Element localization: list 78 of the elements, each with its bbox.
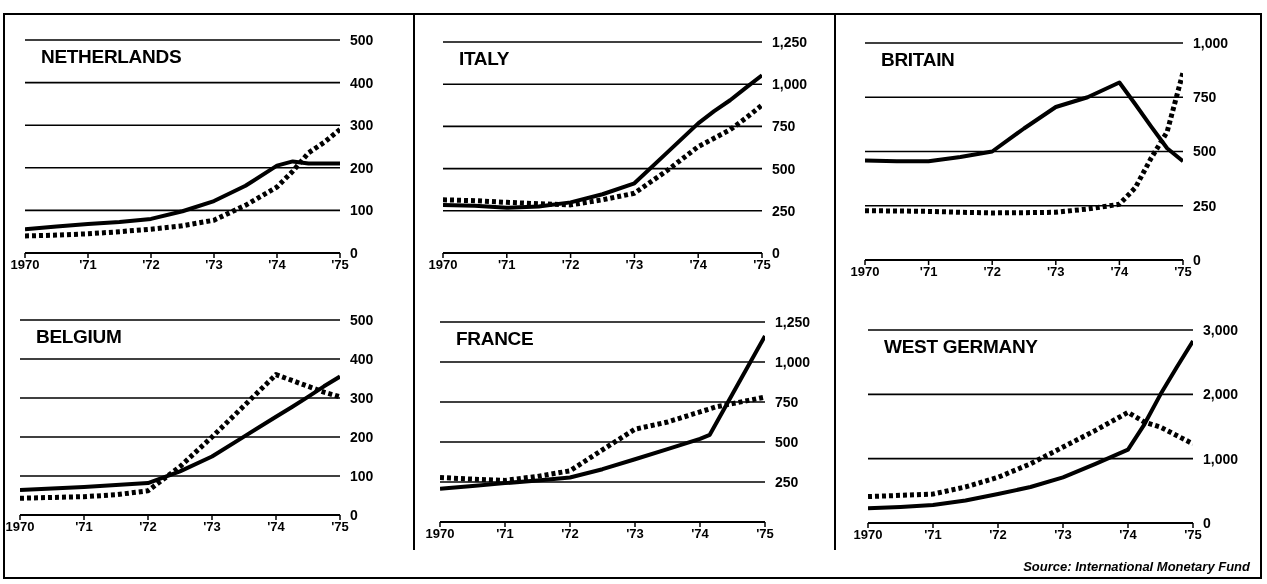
y-tick-label: 1,000 — [1193, 34, 1229, 51]
x-tick-label: '71 — [498, 257, 516, 273]
x-tick-label: '73 — [626, 526, 644, 542]
chart-title: BRITAIN — [881, 49, 955, 71]
y-tick-label: 250 — [1193, 197, 1217, 214]
y-tick-label: 500 — [1193, 143, 1217, 160]
source-note: Source: International Monetary Fund — [1023, 559, 1250, 574]
x-tick-label: '75 — [1174, 264, 1192, 280]
x-tick-label: '74 — [268, 257, 287, 273]
y-tick-label: 750 — [775, 393, 799, 410]
y-tick-label: 500 — [350, 311, 374, 328]
x-tick-label: '75 — [1184, 527, 1202, 543]
x-tick-label: '72 — [561, 526, 579, 542]
y-tick-label: 200 — [350, 428, 374, 445]
y-tick-label: 750 — [1193, 89, 1217, 106]
x-tick-label: '72 — [139, 519, 157, 535]
y-tick-label: 1,000 — [1203, 450, 1239, 467]
y-tick-label: 500 — [775, 433, 799, 450]
y-tick-label: 1,000 — [775, 353, 811, 370]
y-tick-label: 2,000 — [1203, 386, 1239, 403]
y-tick-label: 0 — [1203, 514, 1211, 531]
x-tick-label: '73 — [203, 519, 221, 535]
x-tick-label: '74 — [691, 526, 710, 542]
x-tick-label: '72 — [989, 527, 1007, 543]
x-tick-label: '74 — [1119, 527, 1138, 543]
x-tick-label: '71 — [79, 257, 97, 273]
line-series — [440, 333, 765, 491]
x-tick-label: '71 — [919, 264, 938, 280]
line-series — [443, 73, 762, 210]
x-tick-label: 1970 — [853, 527, 883, 543]
chart-title: NETHERLANDS — [41, 46, 182, 68]
y-tick-label: 400 — [350, 74, 374, 91]
y-tick-label: 0 — [1193, 251, 1201, 268]
chart-title: ITALY — [459, 48, 510, 70]
x-tick-label: '75 — [756, 526, 774, 542]
y-tick-label: 300 — [350, 389, 374, 406]
x-tick-label: '73 — [625, 257, 644, 273]
y-tick-label: 0 — [772, 244, 780, 261]
y-tick-label: 500 — [350, 31, 374, 48]
y-tick-label: 100 — [350, 467, 374, 484]
chart-title: BELGIUM — [36, 326, 122, 348]
y-tick-label: 0 — [350, 244, 358, 261]
x-tick-label: '72 — [983, 264, 1001, 280]
y-tick-label: 0 — [350, 506, 358, 523]
chart-title: WEST GERMANY — [884, 336, 1038, 358]
x-tick-label: '72 — [142, 257, 160, 273]
x-tick-label: '71 — [496, 526, 514, 542]
x-tick-label: '75 — [331, 257, 349, 273]
y-tick-label: 250 — [772, 202, 796, 219]
x-tick-label: '73 — [1047, 264, 1065, 280]
y-tick-label: 500 — [772, 160, 796, 177]
x-tick-label: '73 — [205, 257, 223, 273]
y-tick-label: 1,000 — [772, 76, 808, 93]
x-tick-label: 1970 — [428, 257, 458, 273]
y-tick-label: 400 — [350, 350, 374, 367]
x-tick-label: '74 — [1110, 264, 1129, 280]
x-tick-label: 1970 — [10, 257, 40, 273]
x-tick-label: '75 — [331, 519, 349, 535]
x-tick-label: '75 — [753, 257, 771, 273]
y-tick-label: 750 — [772, 118, 796, 135]
x-tick-label: 1970 — [850, 264, 880, 280]
x-tick-label: '73 — [1054, 527, 1072, 543]
y-tick-label: 1,250 — [775, 313, 811, 330]
y-tick-label: 100 — [350, 202, 374, 219]
x-tick-label: 1970 — [425, 526, 455, 542]
x-tick-label: '71 — [924, 527, 942, 543]
line-series — [868, 338, 1193, 511]
y-tick-label: 1,250 — [772, 33, 808, 50]
chart-title: FRANCE — [456, 328, 534, 350]
y-tick-label: 250 — [775, 473, 799, 490]
x-tick-label: '71 — [75, 519, 93, 535]
x-tick-label: '74 — [267, 519, 286, 535]
y-tick-label: 3,000 — [1203, 321, 1239, 338]
x-tick-label: '72 — [561, 257, 580, 273]
y-tick-label: 300 — [350, 117, 374, 134]
x-tick-label: '74 — [689, 257, 708, 273]
y-tick-label: 200 — [350, 159, 374, 176]
x-tick-label: 1970 — [5, 519, 35, 535]
